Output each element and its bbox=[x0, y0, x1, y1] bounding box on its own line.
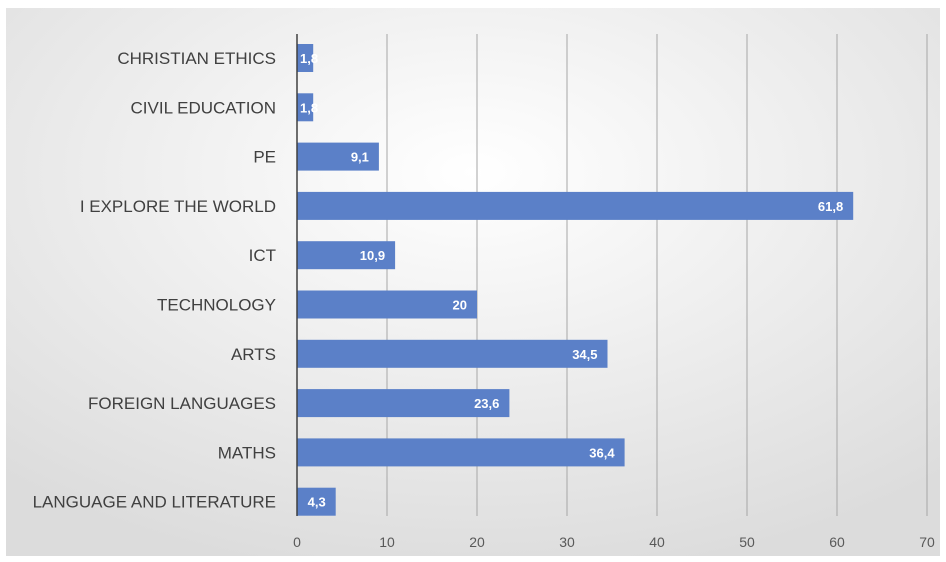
data-label: 1,8 bbox=[300, 100, 318, 115]
bar bbox=[297, 241, 396, 270]
category-label: LANGUAGE AND LITERATURE bbox=[33, 493, 276, 512]
category-label: ARTS bbox=[231, 345, 276, 364]
bar bbox=[297, 142, 379, 171]
data-labels: 1,8 1,8 9,1 61,8 10,9 20 34,5 23,6 36,4 4,3 bbox=[300, 51, 843, 510]
x-tick-labels: 0 10 20 30 40 50 60 70 bbox=[293, 534, 935, 550]
category-label: CIVIL EDUCATION bbox=[131, 98, 276, 117]
category-label: MATHS bbox=[218, 443, 276, 462]
category-label: I EXPLORE THE WORLD bbox=[80, 197, 276, 216]
x-tick-label: 20 bbox=[469, 534, 485, 550]
bar bbox=[297, 290, 477, 319]
data-label: 4,3 bbox=[308, 495, 326, 510]
x-tick-label: 40 bbox=[649, 534, 665, 550]
category-label: FOREIGN LANGUAGES bbox=[88, 394, 276, 413]
chart-background bbox=[6, 8, 940, 556]
category-label: PE bbox=[253, 148, 276, 167]
data-label: 34,5 bbox=[572, 347, 597, 362]
x-tick-label: 70 bbox=[919, 534, 935, 550]
category-labels: CHRISTIAN ETHICS CIVIL EDUCATION PE I EXPLO… bbox=[33, 49, 276, 512]
bar bbox=[297, 438, 625, 467]
x-tick-label: 0 bbox=[293, 534, 301, 550]
data-label: 9,1 bbox=[351, 150, 369, 165]
data-label: 23,6 bbox=[474, 396, 499, 411]
data-label: 10,9 bbox=[360, 248, 385, 263]
category-label: CHRISTIAN ETHICS bbox=[117, 49, 276, 68]
data-label: 61,8 bbox=[818, 199, 843, 214]
data-label: 1,8 bbox=[300, 51, 318, 66]
category-label: TECHNOLOGY bbox=[157, 296, 276, 315]
x-tick-label: 60 bbox=[829, 534, 845, 550]
bar bbox=[297, 487, 336, 516]
x-tick-label: 10 bbox=[379, 534, 395, 550]
bar bbox=[297, 339, 608, 368]
bar bbox=[297, 93, 314, 122]
data-label: 20 bbox=[453, 298, 467, 313]
category-label: ICT bbox=[249, 246, 276, 265]
bar bbox=[297, 191, 854, 220]
x-tick-label: 30 bbox=[559, 534, 575, 550]
gridlines bbox=[386, 34, 928, 516]
data-label: 36,4 bbox=[589, 445, 615, 460]
x-tick-label: 50 bbox=[739, 534, 755, 550]
bar bbox=[297, 389, 510, 418]
bar bbox=[297, 44, 314, 72]
bars bbox=[297, 44, 854, 516]
